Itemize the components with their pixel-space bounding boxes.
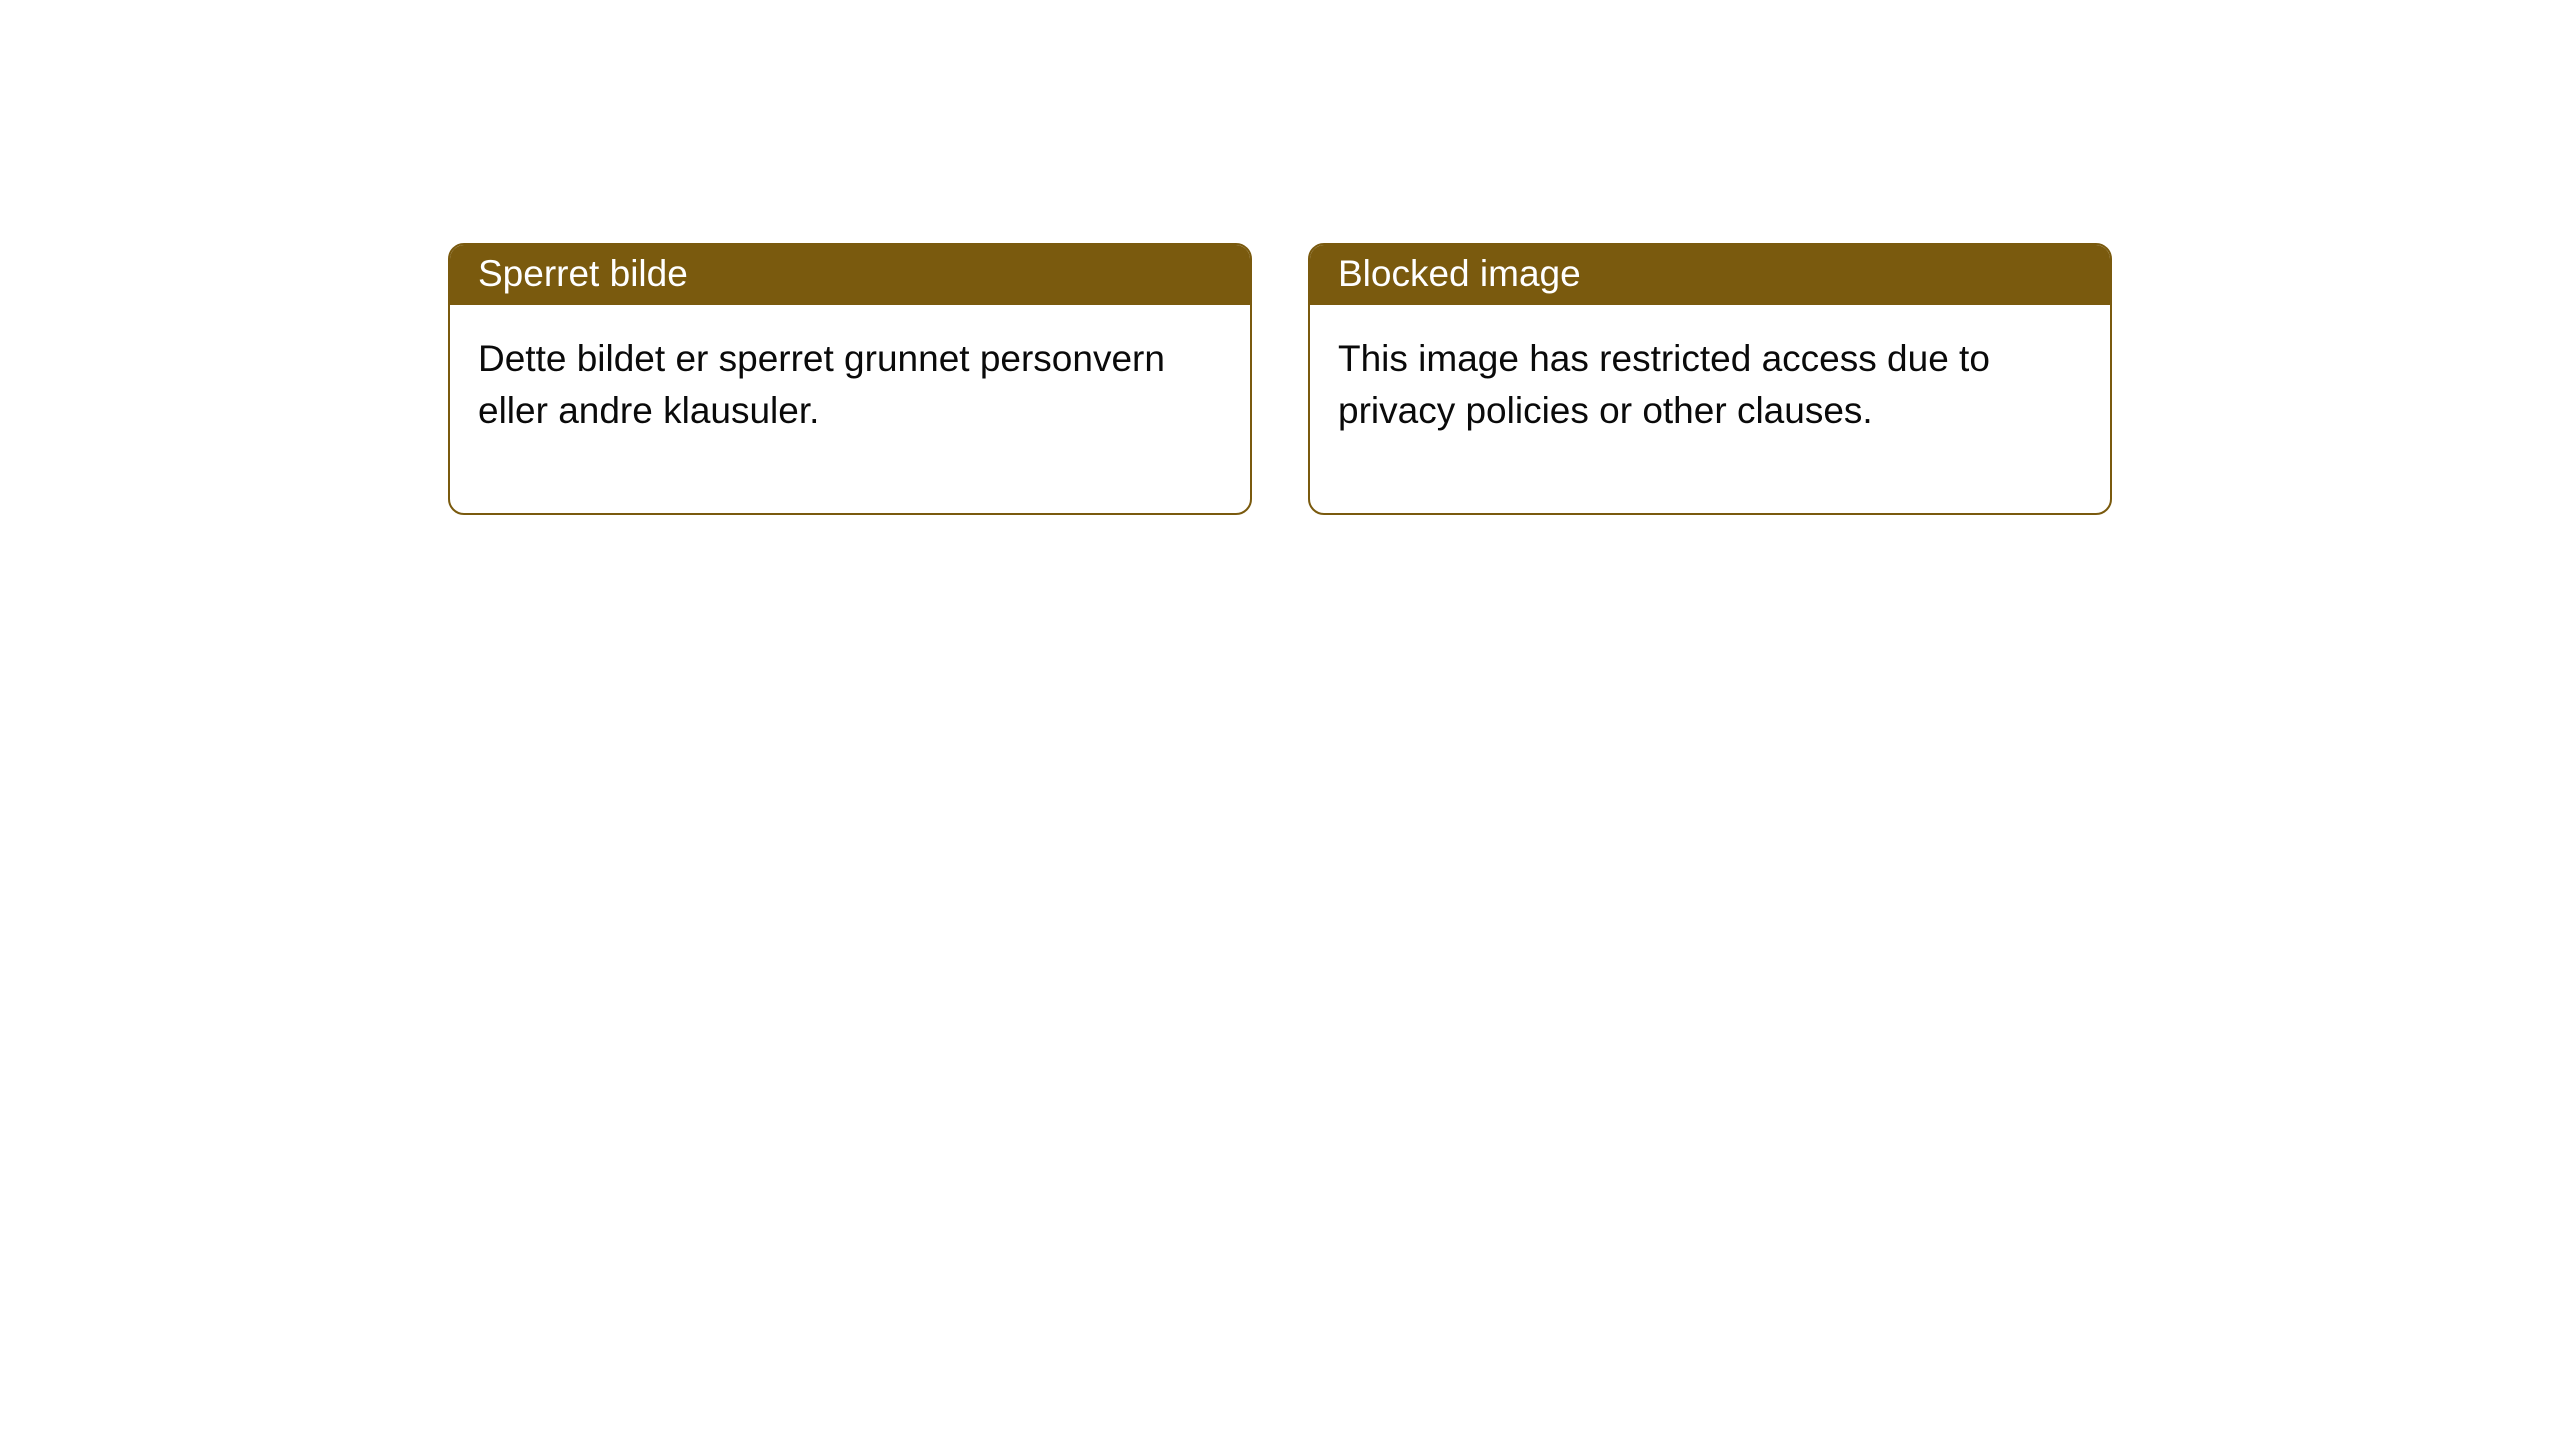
notice-header: Blocked image [1310, 245, 2110, 305]
notice-title: Sperret bilde [478, 253, 688, 294]
notice-body-text: This image has restricted access due to … [1338, 338, 1990, 431]
notice-title: Blocked image [1338, 253, 1581, 294]
notice-body-text: Dette bildet er sperret grunnet personve… [478, 338, 1165, 431]
notice-card-english: Blocked image This image has restricted … [1308, 243, 2112, 515]
notice-card-norwegian: Sperret bilde Dette bildet er sperret gr… [448, 243, 1252, 515]
notice-container: Sperret bilde Dette bildet er sperret gr… [0, 0, 2560, 515]
notice-header: Sperret bilde [450, 245, 1250, 305]
notice-body: This image has restricted access due to … [1310, 305, 2110, 513]
notice-body: Dette bildet er sperret grunnet personve… [450, 305, 1250, 513]
